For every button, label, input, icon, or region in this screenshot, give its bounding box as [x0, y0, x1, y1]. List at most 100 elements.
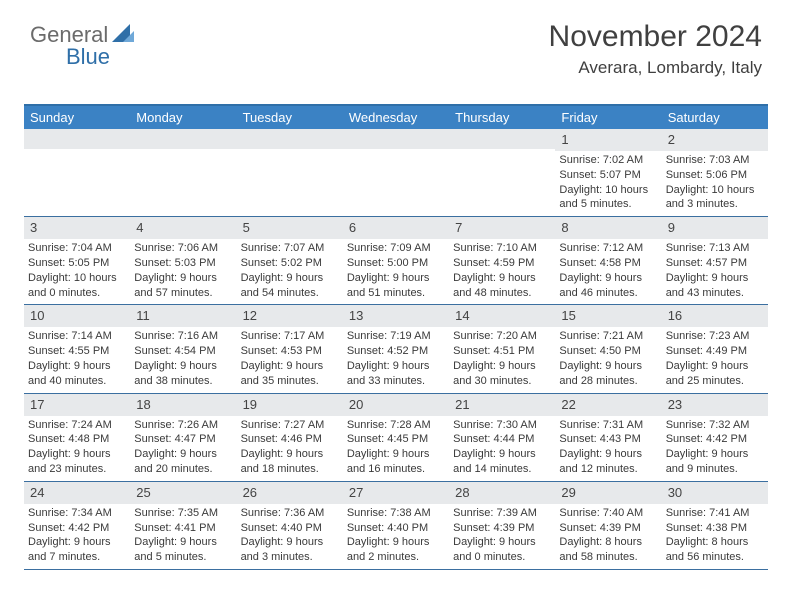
day-number: 1: [561, 132, 568, 147]
day-number: 4: [136, 220, 143, 235]
day-sunrise: Sunrise: 7:19 AM: [347, 329, 445, 344]
day-cell: 4Sunrise: 7:06 AMSunset: 5:03 PMDaylight…: [130, 217, 236, 304]
empty-day: [24, 129, 130, 149]
day-number: 28: [455, 485, 469, 500]
day-daylight2: and 56 minutes.: [666, 550, 764, 565]
day-sunset: Sunset: 4:42 PM: [666, 432, 764, 447]
day-daylight1: Daylight: 9 hours: [347, 271, 445, 286]
day-sunrise: Sunrise: 7:27 AM: [241, 418, 339, 433]
day-cell: 22Sunrise: 7:31 AMSunset: 4:43 PMDayligh…: [555, 394, 661, 481]
day-number: 21: [455, 397, 469, 412]
day-sunrise: Sunrise: 7:32 AM: [666, 418, 764, 433]
day-cell: 7Sunrise: 7:10 AMSunset: 4:59 PMDaylight…: [449, 217, 555, 304]
day-cell: 11Sunrise: 7:16 AMSunset: 4:54 PMDayligh…: [130, 305, 236, 392]
day-daylight1: Daylight: 9 hours: [134, 535, 232, 550]
day-sunrise: Sunrise: 7:40 AM: [559, 506, 657, 521]
empty-day: [449, 129, 555, 149]
day-number: 16: [668, 308, 682, 323]
day-number: 6: [349, 220, 356, 235]
day-daylight1: Daylight: 9 hours: [134, 271, 232, 286]
day-cell: 10Sunrise: 7:14 AMSunset: 4:55 PMDayligh…: [24, 305, 130, 392]
day-sunset: Sunset: 4:47 PM: [134, 432, 232, 447]
day-daylight1: Daylight: 9 hours: [28, 359, 126, 374]
day-daylight1: Daylight: 8 hours: [666, 535, 764, 550]
day-sunset: Sunset: 4:48 PM: [28, 432, 126, 447]
day-number: 23: [668, 397, 682, 412]
day-number: 3: [30, 220, 37, 235]
day-daylight2: and 46 minutes.: [559, 286, 657, 301]
day-daylight1: Daylight: 9 hours: [453, 447, 551, 462]
day-number: 12: [243, 308, 257, 323]
day-cell: 5 Sunrise: 7:07 AMSunset: 5:02 PMDaylight…: [237, 217, 343, 304]
day-cell: 23Sunrise: 7:32 AMSunset: 4:42 PMDayligh…: [662, 394, 768, 481]
day-sunrise: Sunrise: 7:35 AM: [134, 506, 232, 521]
day-daylight2: and 43 minutes.: [666, 286, 764, 301]
empty-day: [343, 129, 449, 149]
day-sunrise: Sunrise: 7:26 AM: [134, 418, 232, 433]
day-cell: [449, 129, 555, 216]
day-cell: 8Sunrise: 7:12 AMSunset: 4:58 PMDaylight…: [555, 217, 661, 304]
day-daylight1: Daylight: 9 hours: [666, 359, 764, 374]
day-number-wrap: 22: [555, 394, 661, 416]
day-sunset: Sunset: 4:49 PM: [666, 344, 764, 359]
day-sunset: Sunset: 4:44 PM: [453, 432, 551, 447]
day-header-sunday: Sunday: [24, 106, 130, 129]
day-sunrise: Sunrise: 7:16 AM: [134, 329, 232, 344]
day-daylight1: Daylight: 8 hours: [559, 535, 657, 550]
calendar-grid: SundayMondayTuesdayWednesdayThursdayFrid…: [24, 104, 768, 570]
day-daylight1: Daylight: 9 hours: [347, 359, 445, 374]
day-daylight2: and 35 minutes.: [241, 374, 339, 389]
day-number: 20: [349, 397, 363, 412]
day-sunrise: Sunrise: 7:07 AM: [241, 241, 339, 256]
day-sunset: Sunset: 5:02 PM: [241, 256, 339, 271]
day-daylight2: and 54 minutes.: [241, 286, 339, 301]
day-daylight1: Daylight: 9 hours: [241, 271, 339, 286]
day-sunset: Sunset: 4:43 PM: [559, 432, 657, 447]
day-daylight1: Daylight: 9 hours: [28, 447, 126, 462]
day-sunset: Sunset: 4:39 PM: [559, 521, 657, 536]
day-cell: 24Sunrise: 7:34 AMSunset: 4:42 PMDayligh…: [24, 482, 130, 569]
day-number-wrap: 26: [237, 482, 343, 504]
day-cell: 14Sunrise: 7:20 AMSunset: 4:51 PMDayligh…: [449, 305, 555, 392]
day-number-wrap: 8: [555, 217, 661, 239]
day-header-saturday: Saturday: [662, 106, 768, 129]
day-number: 2: [668, 132, 675, 147]
day-number: 5: [243, 220, 250, 235]
day-number-wrap: 15: [555, 305, 661, 327]
day-number-wrap: 19: [237, 394, 343, 416]
day-cell: 13Sunrise: 7:19 AMSunset: 4:52 PMDayligh…: [343, 305, 449, 392]
day-sunset: Sunset: 4:40 PM: [241, 521, 339, 536]
day-number-wrap: 30: [662, 482, 768, 504]
day-cell: 15Sunrise: 7:21 AMSunset: 4:50 PMDayligh…: [555, 305, 661, 392]
day-cell: 1Sunrise: 7:02 AMSunset: 5:07 PMDaylight…: [555, 129, 661, 216]
empty-day: [237, 129, 343, 149]
day-sunset: Sunset: 4:50 PM: [559, 344, 657, 359]
day-sunrise: Sunrise: 7:12 AM: [559, 241, 657, 256]
day-daylight1: Daylight: 9 hours: [347, 447, 445, 462]
day-sunrise: Sunrise: 7:21 AM: [559, 329, 657, 344]
day-sunset: Sunset: 4:53 PM: [241, 344, 339, 359]
day-number-wrap: 3: [24, 217, 130, 239]
day-number-wrap: 4: [130, 217, 236, 239]
day-number: 27: [349, 485, 363, 500]
day-daylight2: and 57 minutes.: [134, 286, 232, 301]
day-daylight2: and 48 minutes.: [453, 286, 551, 301]
day-number-wrap: 1: [555, 129, 661, 151]
day-sunrise: Sunrise: 7:41 AM: [666, 506, 764, 521]
day-daylight2: and 28 minutes.: [559, 374, 657, 389]
day-daylight2: and 33 minutes.: [347, 374, 445, 389]
day-cell: 17Sunrise: 7:24 AMSunset: 4:48 PMDayligh…: [24, 394, 130, 481]
day-header-wednesday: Wednesday: [343, 106, 449, 129]
day-sunrise: Sunrise: 7:10 AM: [453, 241, 551, 256]
day-sunset: Sunset: 4:59 PM: [453, 256, 551, 271]
day-number-wrap: 9: [662, 217, 768, 239]
day-sunrise: Sunrise: 7:17 AM: [241, 329, 339, 344]
week-row: 24Sunrise: 7:34 AMSunset: 4:42 PMDayligh…: [24, 482, 768, 570]
day-number-wrap: 20: [343, 394, 449, 416]
day-daylight1: Daylight: 9 hours: [559, 271, 657, 286]
day-number: 26: [243, 485, 257, 500]
day-daylight2: and 25 minutes.: [666, 374, 764, 389]
day-daylight1: Daylight: 9 hours: [559, 447, 657, 462]
day-header-monday: Monday: [130, 106, 236, 129]
day-daylight1: Daylight: 9 hours: [28, 535, 126, 550]
